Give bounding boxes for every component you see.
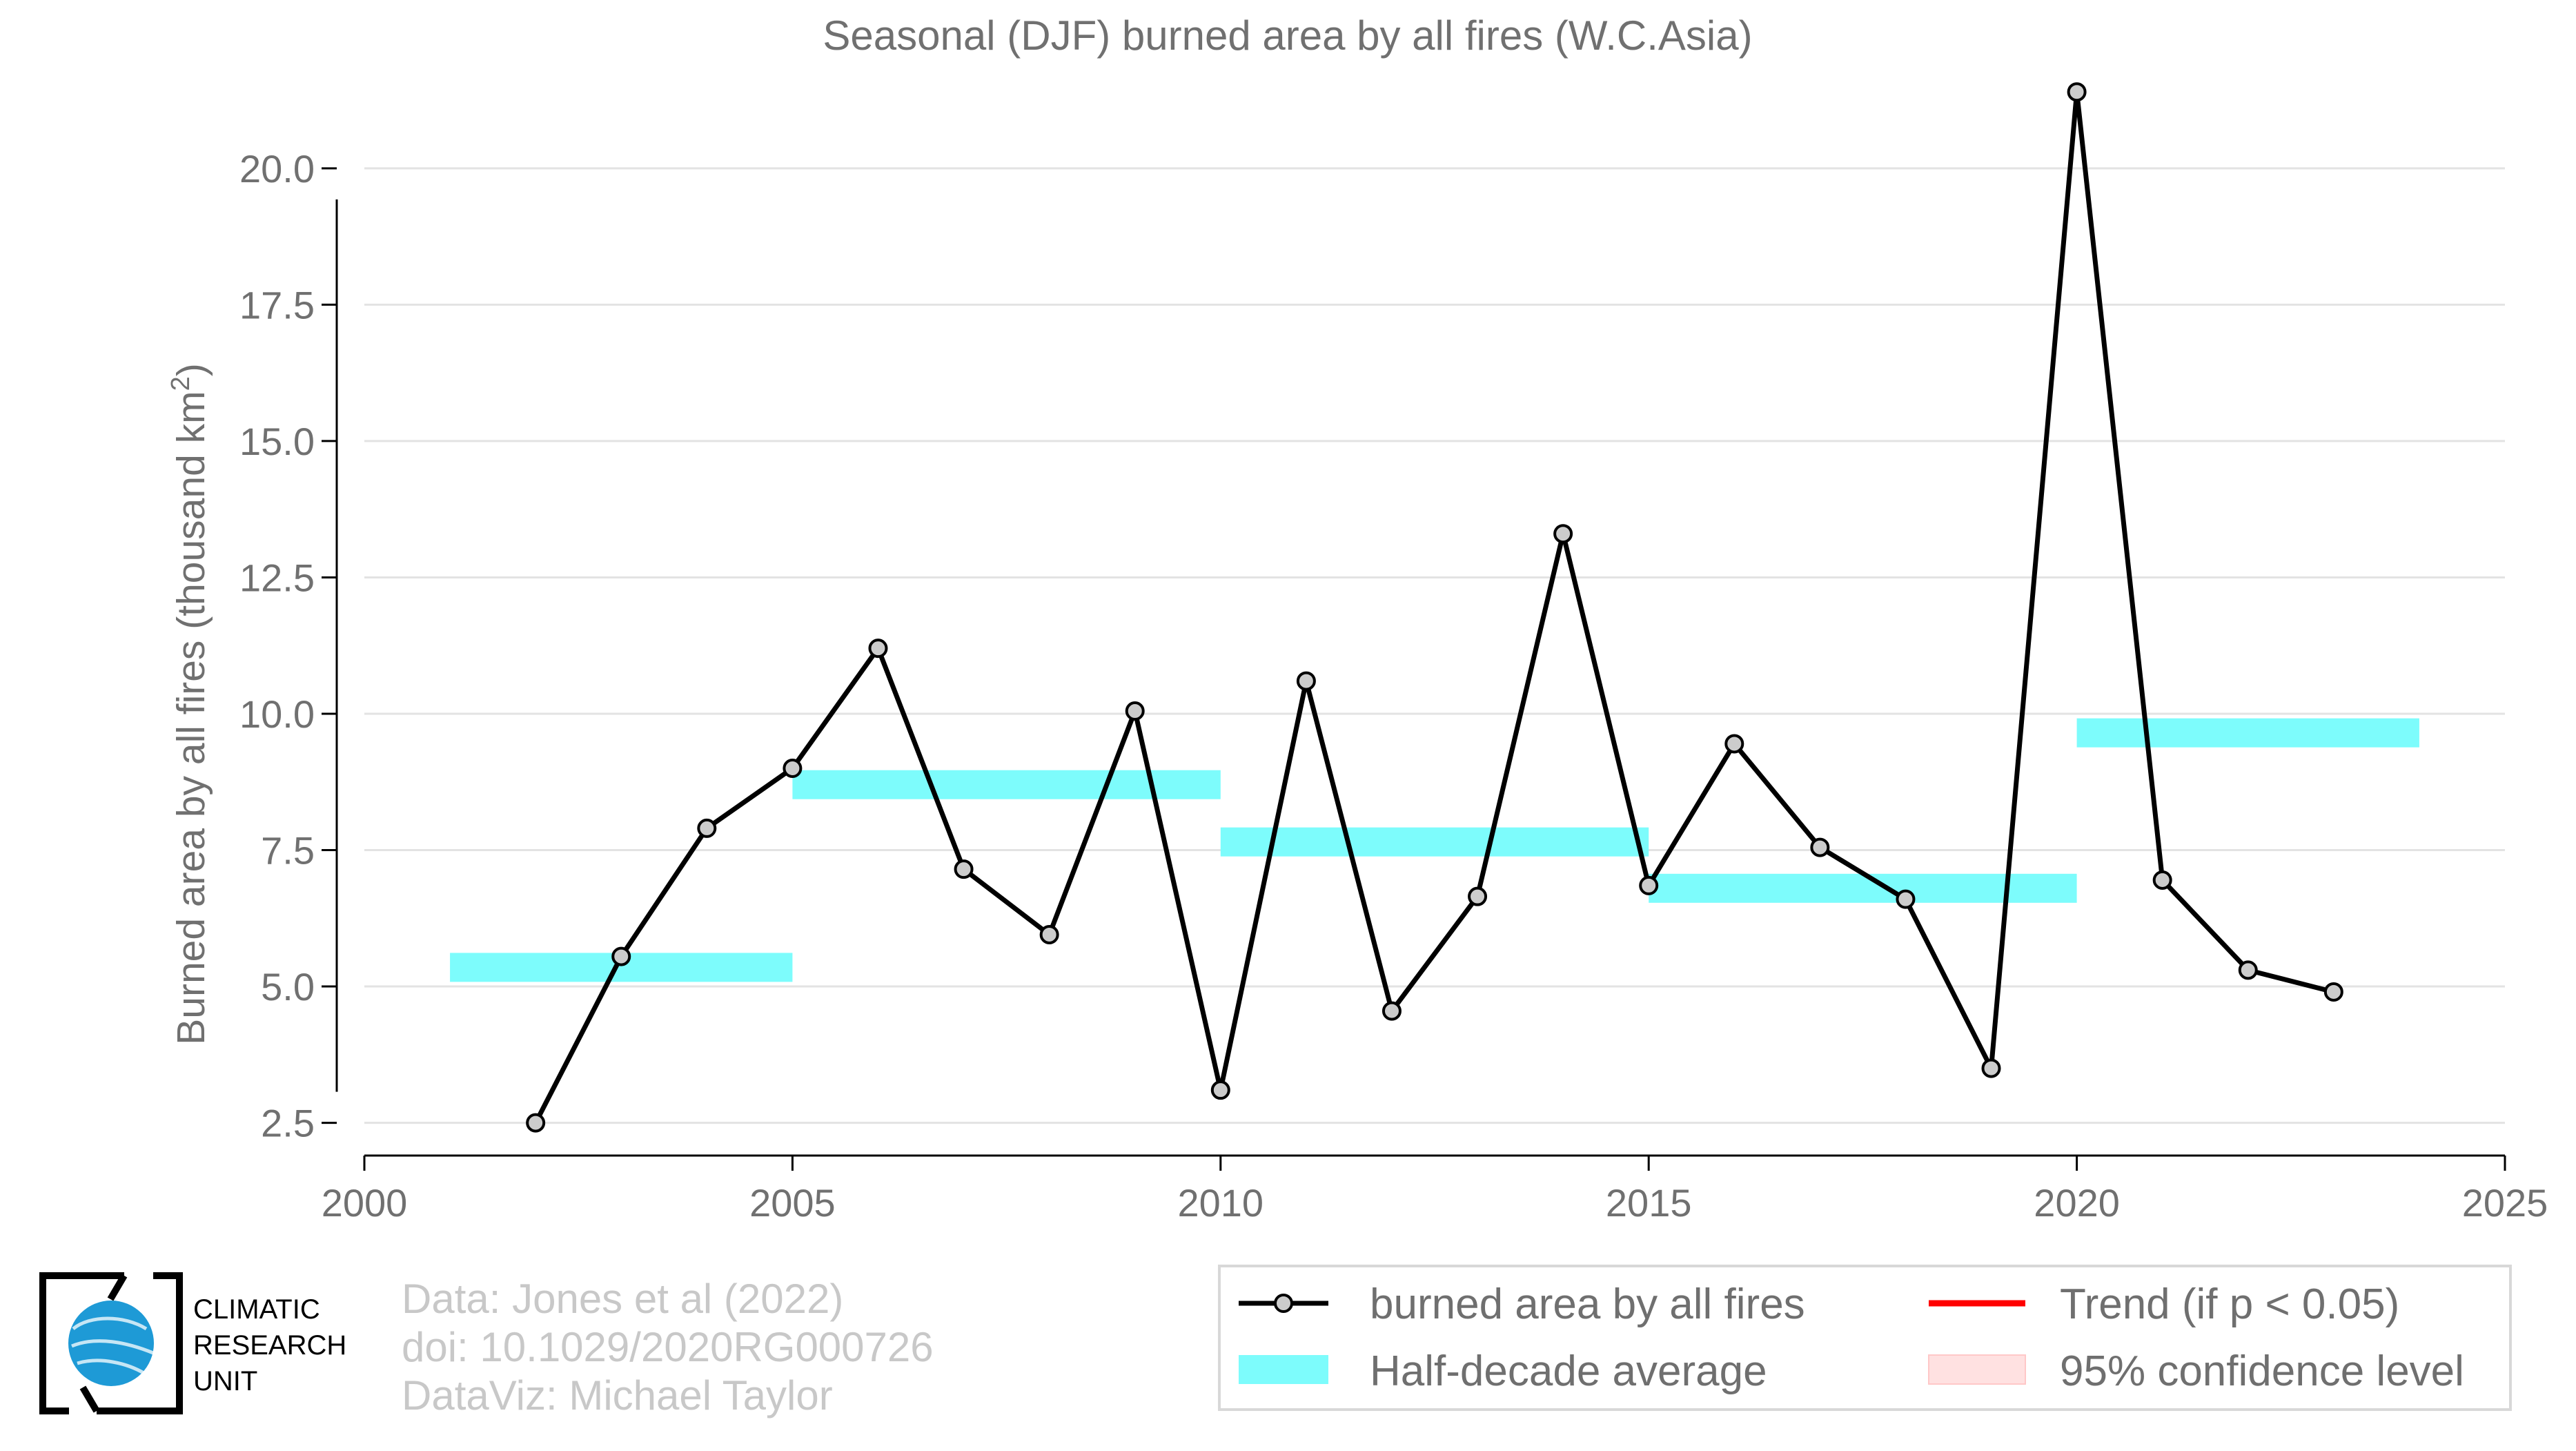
half-decade-band bbox=[792, 770, 1221, 799]
data-point bbox=[2238, 960, 2258, 980]
logo-text-unit: UNIT bbox=[193, 1366, 257, 1396]
data-point bbox=[1125, 701, 1145, 721]
series-line bbox=[533, 89, 2334, 1124]
data-point bbox=[868, 639, 888, 659]
data-point bbox=[1468, 886, 1488, 906]
x-tick-label: 2005 bbox=[749, 1181, 836, 1225]
legend-band-swatch-half-decade bbox=[1239, 1355, 1328, 1384]
data-point bbox=[1724, 734, 1744, 754]
data-point bbox=[1296, 671, 1316, 691]
logo-slash-bottom bbox=[79, 1385, 100, 1413]
y-tick-label: 10.0 bbox=[239, 692, 315, 736]
data-point bbox=[954, 859, 974, 879]
y-tick-label: 2.5 bbox=[261, 1102, 315, 1145]
credit-data-source: Data: Jones et al (2022) bbox=[402, 1276, 843, 1322]
legend-box bbox=[1218, 1265, 2512, 1411]
globe-swirl bbox=[71, 1316, 154, 1376]
y-tick-label: 17.5 bbox=[239, 283, 315, 327]
x-tick-label: 2000 bbox=[322, 1181, 408, 1225]
credit-dataviz: DataViz: Michael Taylor bbox=[402, 1372, 833, 1419]
legend-label-half-decade: Half-decade average bbox=[1370, 1347, 1767, 1395]
y-axis-label-superscript: 2 bbox=[166, 376, 195, 391]
logo-text-climatic: CLIMATIC bbox=[193, 1294, 320, 1325]
legend: burned area by all fires Half-decade ave… bbox=[1218, 1265, 2512, 1411]
x-tick-label: 2020 bbox=[2034, 1181, 2120, 1225]
y-tick-label: 5.0 bbox=[261, 965, 315, 1009]
logo-slash-top bbox=[107, 1274, 128, 1301]
data-point bbox=[526, 1113, 546, 1133]
y-tick-label: 15.0 bbox=[239, 420, 315, 463]
half-decade-band bbox=[1220, 827, 1649, 857]
data-point bbox=[783, 758, 803, 778]
data-point bbox=[1810, 837, 1830, 857]
y-tick-label: 20.0 bbox=[239, 147, 315, 191]
x-tick-label: 2025 bbox=[2462, 1181, 2548, 1225]
x-tick-label: 2015 bbox=[1606, 1181, 1692, 1225]
data-point bbox=[1981, 1058, 2001, 1078]
chart-title: Seasonal (DJF) burned area by all fires … bbox=[823, 12, 1752, 59]
logo-text-research: RESEARCH bbox=[193, 1330, 346, 1361]
data-point bbox=[1210, 1080, 1230, 1100]
data-point bbox=[2152, 870, 2172, 890]
half-decade-band bbox=[2076, 718, 2419, 748]
legend-confidence-swatch bbox=[1928, 1354, 2026, 1385]
y-tick-label: 12.5 bbox=[239, 556, 315, 599]
credits: Data: Jones et al (2022) doi: 10.1029/20… bbox=[402, 1276, 934, 1419]
y-axis: 2.5 5.0 7.5 10.0 12.5 15.0 17.5 20.0 bbox=[239, 147, 338, 1145]
legend-label-burned-area: burned area by all fires bbox=[1370, 1280, 1805, 1328]
logo-bracket-right bbox=[97, 1272, 183, 1414]
credit-doi: doi: 10.1029/2020RG000726 bbox=[402, 1324, 934, 1370]
cru-logo: CLIMATIC RESEARCH UNIT bbox=[39, 1272, 346, 1414]
half-decade-band bbox=[1649, 873, 2077, 903]
x-axis: 2000 2005 2010 2015 2020 2025 bbox=[322, 1154, 2548, 1225]
data-point bbox=[1039, 924, 1059, 944]
legend-label-trend: Trend (if p < 0.05) bbox=[2060, 1280, 2399, 1328]
data-point bbox=[1896, 889, 1916, 909]
data-point bbox=[2323, 982, 2343, 1002]
logo-bracket-left bbox=[39, 1272, 124, 1414]
data-point bbox=[1639, 875, 1659, 895]
data-point bbox=[697, 818, 717, 838]
data-point bbox=[2067, 82, 2087, 102]
x-tick-label: 2010 bbox=[1178, 1181, 1264, 1225]
data-point bbox=[1553, 524, 1573, 544]
legend-label-confidence: 95% confidence level bbox=[2060, 1347, 2464, 1395]
series-burned-area bbox=[526, 82, 2343, 1133]
y-axis-label: Burned area by all fires (thousand km2) bbox=[166, 363, 213, 1044]
legend-marker-swatch bbox=[1274, 1294, 1293, 1313]
y-tick-label: 7.5 bbox=[261, 829, 315, 873]
data-point bbox=[611, 946, 631, 966]
data-point bbox=[1382, 1001, 1402, 1021]
